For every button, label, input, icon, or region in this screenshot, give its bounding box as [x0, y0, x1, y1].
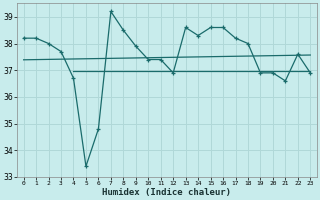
X-axis label: Humidex (Indice chaleur): Humidex (Indice chaleur) [102, 188, 231, 197]
